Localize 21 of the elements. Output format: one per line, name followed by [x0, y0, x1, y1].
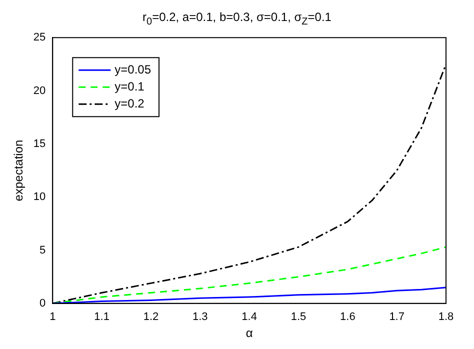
x-tick-label: 1.2	[143, 311, 159, 324]
x-tick-label: 1.7	[389, 311, 404, 324]
y-tick-label: 20	[33, 84, 46, 97]
y-tick-label: 0	[40, 297, 46, 310]
y-tick-label: 25	[33, 32, 46, 44]
x-tick-label: 1.4	[242, 311, 257, 324]
y-axis-title: expectation	[12, 140, 26, 202]
x-tick-label: 1.3	[192, 311, 208, 324]
chart-title: r$_{0}$=0.2, a=0.1, b=0.3, σ=0.1, σ$_{Z}$=0.1	[142, 9, 332, 28]
x-axis-title: α	[246, 326, 253, 340]
legend-label: y=0.1	[114, 79, 145, 94]
y-tick-label: 5	[40, 244, 46, 256]
legend-label: y=0.2	[114, 96, 145, 110]
legend-label: y=0.05	[114, 62, 152, 76]
y-tick-label: 10	[33, 191, 46, 204]
x-tick-label: 1.6	[340, 311, 356, 324]
x-tick-label: 1.1	[94, 311, 110, 324]
x-tick-label: 1.5	[290, 311, 306, 324]
x-tick-label: 1	[50, 311, 56, 324]
x-tick-label: 1.8	[438, 311, 454, 324]
y-tick-label: 15	[33, 138, 46, 150]
